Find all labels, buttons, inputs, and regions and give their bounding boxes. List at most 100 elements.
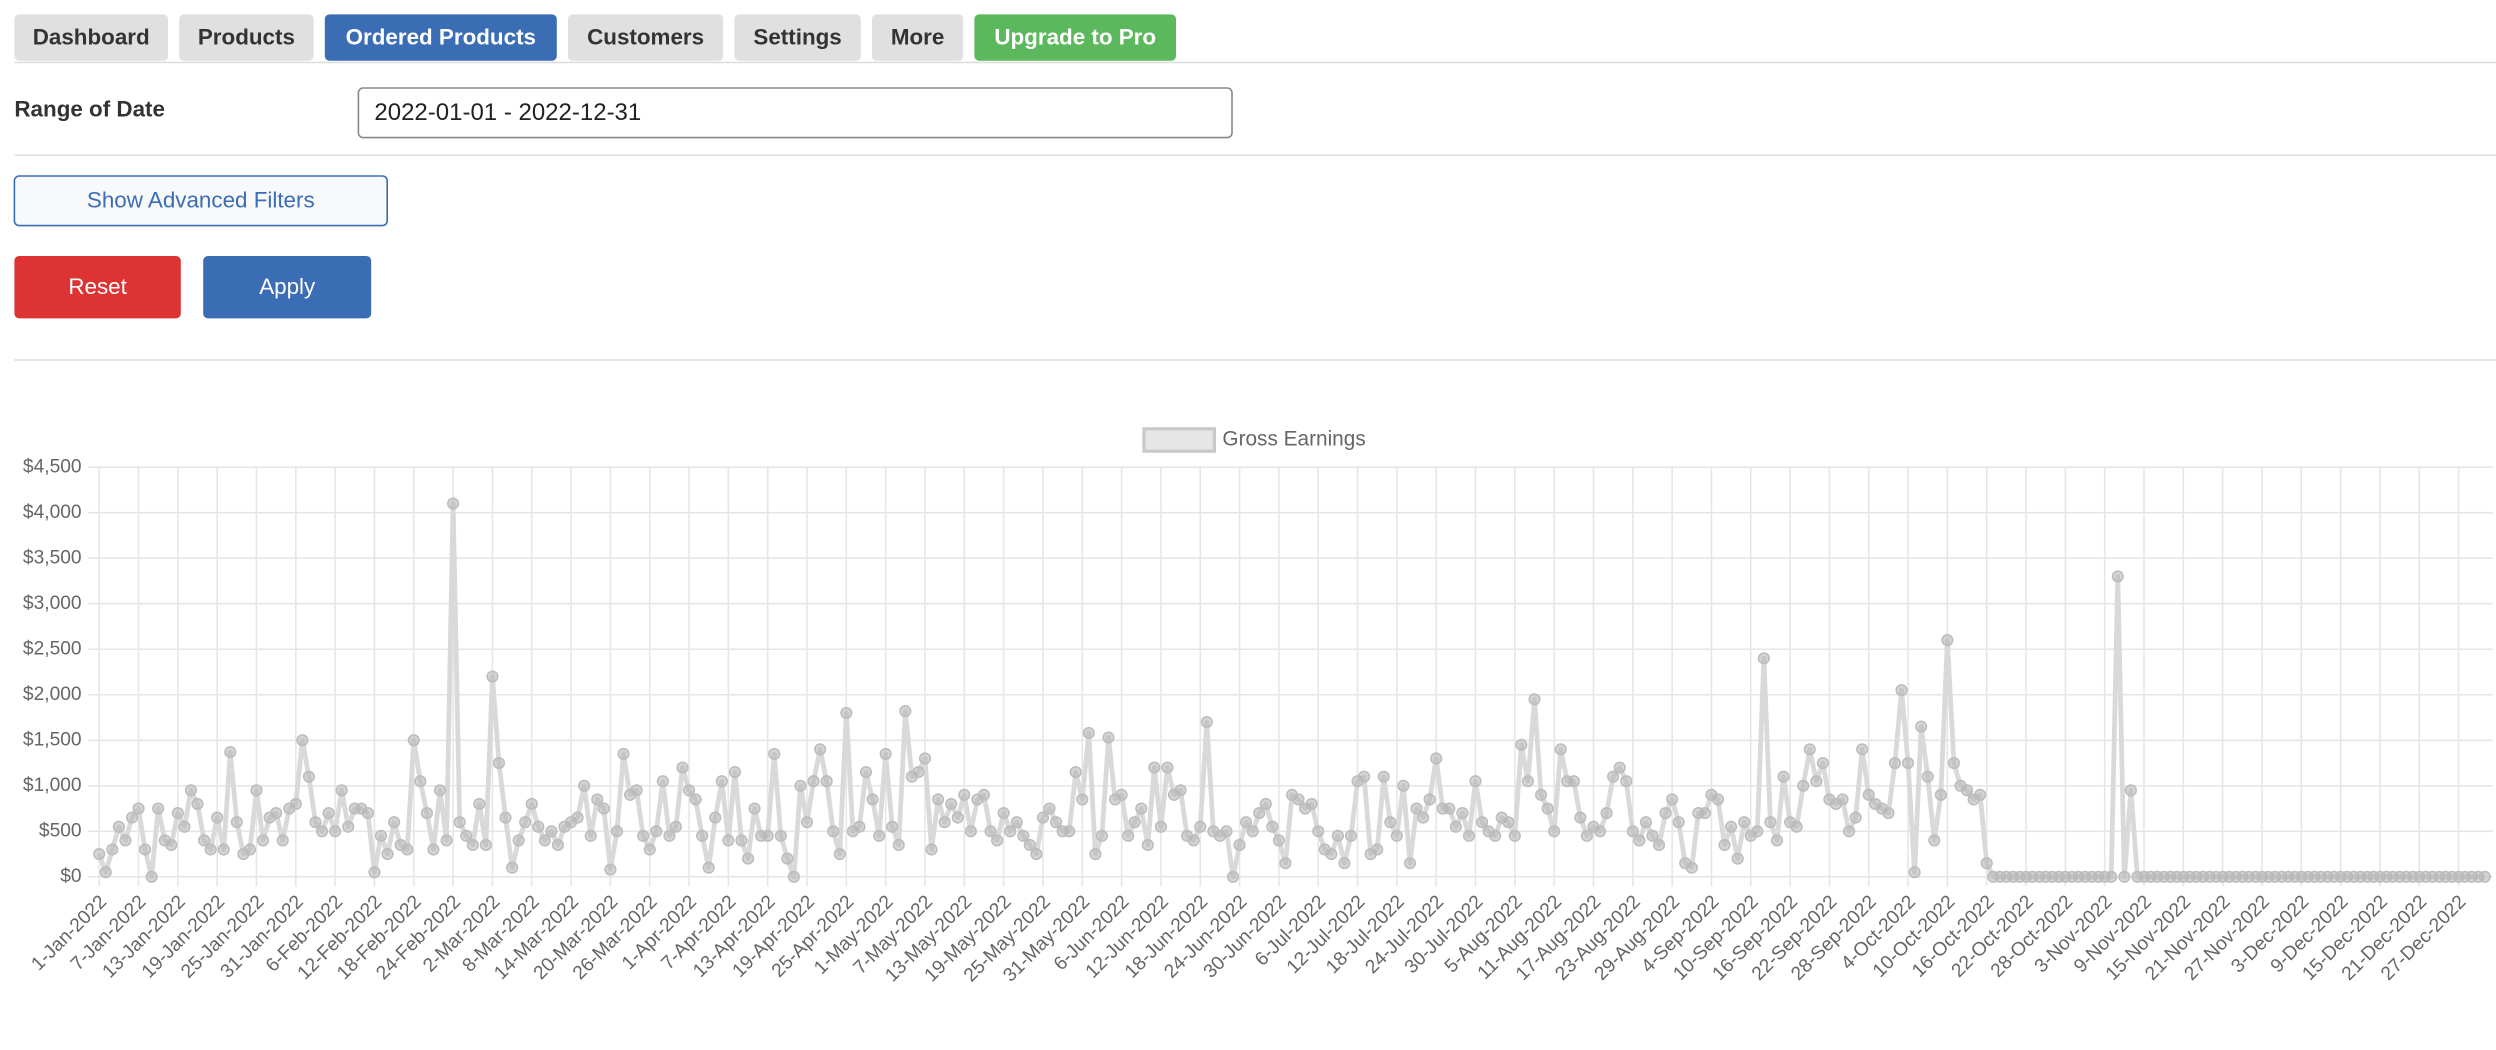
data-point[interactable] [1430, 752, 1443, 765]
data-point[interactable] [1272, 834, 1285, 847]
data-point[interactable] [1004, 825, 1017, 838]
data-point[interactable] [1980, 857, 1993, 870]
data-point[interactable] [781, 852, 794, 865]
data-point[interactable] [1416, 811, 1430, 824]
data-point[interactable] [709, 811, 722, 824]
data-point[interactable] [440, 834, 453, 847]
data-point[interactable] [787, 870, 800, 883]
data-point[interactable] [656, 775, 669, 788]
data-point[interactable] [794, 779, 807, 792]
data-point[interactable] [250, 784, 263, 797]
data-point[interactable] [853, 820, 866, 833]
date-input[interactable] [357, 87, 1233, 139]
data-point[interactable] [1751, 825, 1764, 838]
data-point[interactable] [460, 829, 473, 842]
data-point[interactable] [1397, 779, 1410, 792]
data-point[interactable] [1384, 816, 1397, 829]
data-point[interactable] [197, 834, 211, 847]
data-point[interactable] [388, 816, 401, 829]
data-point[interactable] [1600, 807, 1613, 820]
data-point[interactable] [1325, 847, 1338, 861]
data-point[interactable] [997, 807, 1010, 820]
data-point[interactable] [899, 705, 912, 718]
data-point[interactable] [1685, 861, 1698, 874]
data-point[interactable] [138, 843, 152, 856]
data-point[interactable] [532, 820, 545, 833]
data-point[interactable] [381, 847, 394, 861]
nav-tab[interactable] [14, 14, 169, 61]
data-point[interactable] [1135, 802, 1148, 815]
data-point[interactable] [964, 825, 977, 838]
data-point[interactable] [1089, 847, 1102, 861]
data-point[interactable] [1390, 829, 1403, 842]
data-point[interactable] [1580, 829, 1594, 842]
data-point[interactable] [132, 802, 145, 815]
data-point[interactable] [1240, 816, 1253, 829]
data-point[interactable] [827, 825, 840, 838]
data-point[interactable] [1226, 870, 1240, 883]
data-point[interactable] [368, 866, 381, 879]
data-point[interactable] [1462, 829, 1476, 842]
data-point[interactable] [256, 834, 270, 847]
data-point[interactable] [1607, 770, 1620, 783]
data-point[interactable] [1633, 834, 1646, 847]
data-point[interactable] [1076, 793, 1089, 806]
data-point[interactable] [859, 766, 873, 779]
data-point[interactable] [315, 825, 329, 838]
data-point[interactable] [545, 825, 558, 838]
data-point[interactable] [433, 784, 447, 797]
data-point[interactable] [230, 816, 243, 829]
data-point[interactable] [1567, 775, 1580, 788]
data-point[interactable] [1888, 756, 1902, 770]
data-point[interactable] [1777, 770, 1790, 783]
data-point[interactable] [578, 779, 591, 792]
data-point[interactable] [486, 670, 499, 683]
data-point[interactable] [2124, 784, 2137, 797]
data-point[interactable] [591, 793, 604, 806]
data-point[interactable] [1010, 816, 1023, 829]
data-point[interactable] [735, 834, 748, 847]
nav-tab-label[interactable]: More [891, 24, 945, 49]
data-point[interactable] [722, 834, 735, 847]
data-point[interactable] [204, 843, 217, 856]
data-point[interactable] [1718, 838, 1731, 852]
data-point[interactable] [335, 784, 348, 797]
data-point[interactable] [93, 847, 106, 861]
data-point[interactable] [1541, 802, 1554, 815]
data-point[interactable] [538, 834, 551, 847]
data-point[interactable] [630, 784, 643, 797]
data-point[interactable] [977, 788, 991, 801]
data-point[interactable] [420, 807, 433, 820]
data-point[interactable] [309, 816, 322, 829]
data-point[interactable] [1154, 820, 1168, 833]
data-point[interactable] [682, 784, 696, 797]
data-point[interactable] [1901, 756, 1915, 770]
data-point[interactable] [342, 820, 355, 833]
data-point[interactable] [2478, 870, 2491, 883]
data-point[interactable] [1593, 825, 1607, 838]
data-point[interactable] [571, 811, 584, 824]
data-point[interactable] [453, 816, 466, 829]
data-point[interactable] [1410, 802, 1423, 815]
data-point[interactable] [617, 747, 630, 761]
data-point[interactable] [414, 775, 427, 788]
data-point[interactable] [761, 829, 774, 842]
data-point[interactable] [1233, 838, 1246, 852]
data-point[interactable] [1502, 816, 1515, 829]
data-point[interactable] [112, 820, 125, 833]
data-point[interactable] [1102, 731, 1115, 744]
data-point[interactable] [886, 820, 899, 833]
data-point[interactable] [1187, 834, 1200, 847]
data-point[interactable] [525, 797, 538, 811]
data-point[interactable] [669, 820, 683, 833]
data-point[interactable] [1534, 788, 1548, 801]
legend-label[interactable]: Gross Earnings [1222, 428, 1365, 451]
nav-tab-label[interactable]: Settings [753, 24, 841, 49]
data-point[interactable] [1698, 807, 1711, 820]
data-point[interactable] [643, 843, 656, 856]
data-point[interactable] [1757, 652, 1770, 665]
data-point[interactable] [1141, 838, 1154, 852]
nav-tab-label[interactable]: Products [198, 24, 295, 49]
data-point[interactable] [1895, 684, 1908, 697]
data-point[interactable] [178, 820, 191, 833]
